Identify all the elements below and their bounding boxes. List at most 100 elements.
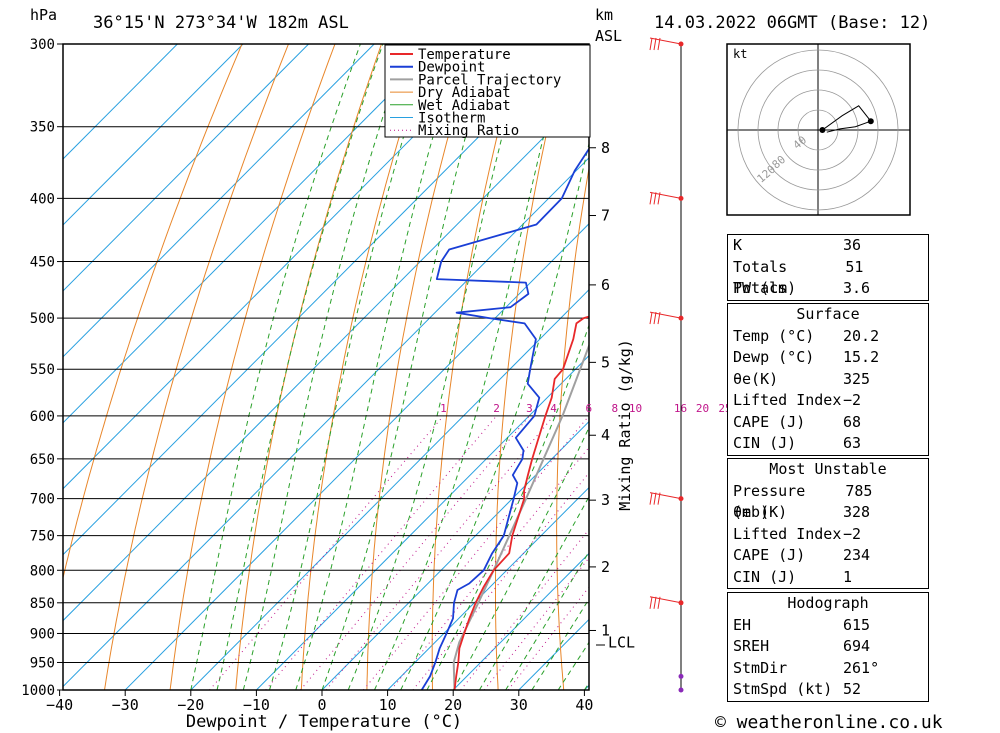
wet-adiabat-line <box>295 44 461 690</box>
x-tick-label: −10 <box>243 696 270 714</box>
isotherm-line <box>63 44 178 160</box>
barb-dot <box>678 687 684 693</box>
surface-panel: Surface Temp (°C) 20.2 Dewp (°C) 15.2 θe(K… <box>727 303 929 456</box>
km-label: 6 <box>601 276 610 294</box>
hodo-row: StmDir 261° <box>733 658 880 677</box>
most-unstable-title: Most Unstable <box>769 460 887 478</box>
x-tick-label: 10 <box>379 696 397 714</box>
isotherm-line <box>63 44 572 556</box>
mixing-ratio-label: 8 <box>612 402 619 415</box>
datetime-title: 14.03.2022 06GMT (Base: 12) <box>654 13 930 33</box>
hodograph-ring <box>757 69 879 191</box>
mu-row: CAPE (J) 234 <box>733 546 871 564</box>
indices-top-panel: K 36 Totals Totals 51 PW (cm) 3.6 <box>727 234 929 301</box>
hodograph-ring <box>737 49 899 211</box>
km-label: 7 <box>601 207 610 225</box>
pressure-label: 1000 <box>21 683 55 699</box>
legend-label: Wet Adiabat <box>418 98 511 114</box>
x-tick-label: 0 <box>317 696 326 714</box>
x-tick-label: −30 <box>112 696 139 714</box>
mixing-ratio-label: 20 <box>696 402 709 415</box>
index-row-pw: PW (cm) 3.6 <box>733 279 871 297</box>
pressure-label: 500 <box>30 311 55 327</box>
index-row-totals: Totals Totals 51 <box>733 257 864 298</box>
wet-adiabat-line <box>347 44 528 690</box>
index-row-k: K 36 <box>733 236 862 254</box>
pressure-label: 300 <box>30 37 55 53</box>
hodograph-point <box>819 127 826 133</box>
x-tick-label: 20 <box>444 696 462 714</box>
x-tick-label: −20 <box>177 696 204 714</box>
wind-barb-flag <box>653 596 657 609</box>
legend-label: Isotherm <box>418 111 485 127</box>
lcl-label: LCL <box>608 633 635 651</box>
isotherm-line <box>63 44 375 358</box>
mu-row: CIN (J) 1 <box>733 567 853 586</box>
hodo-row: SREH 694 <box>733 637 871 655</box>
wind-barb-flag <box>657 37 661 51</box>
mixing-ratio-line <box>390 446 589 690</box>
dry-adiabat-line <box>937 44 1000 690</box>
isotherm-line <box>387 486 589 690</box>
pressure-label: 450 <box>30 255 55 271</box>
dewpoint-line <box>420 53 589 690</box>
mixing-ratio-label: 3 <box>526 402 533 415</box>
isotherm-line <box>63 44 441 424</box>
mixing-ratio-label: 10 <box>629 402 642 415</box>
km-label: 1 <box>601 621 610 639</box>
legend-label: Dry Adiabat <box>418 85 511 101</box>
hodo-row: StmSpd (kt) 52 <box>733 680 862 698</box>
mixing-ratio-label: 6 <box>586 402 593 415</box>
legend-label: Mixing Ratio <box>418 123 519 139</box>
x-axis-title: Dewpoint / Temperature (°C) <box>186 712 462 732</box>
isotherm-line <box>256 354 589 690</box>
hodograph-unit: kt <box>733 47 747 61</box>
pressure-label: 950 <box>30 655 55 671</box>
isotherm-line <box>321 420 589 690</box>
wind-barb-flag <box>649 37 653 51</box>
dry-adiabat-line <box>985 44 1000 690</box>
pressure-label: 700 <box>30 492 55 508</box>
hodograph-ring <box>797 109 839 151</box>
km-label: 8 <box>601 139 610 157</box>
unit-km: km <box>595 6 613 24</box>
hodo-row: EH 615 <box>733 615 871 634</box>
isotherm-line <box>63 44 309 292</box>
x-tick-label: 30 <box>510 696 528 714</box>
dry-adiabat-line <box>431 44 522 690</box>
hodograph-point <box>867 118 874 125</box>
mixing-ratio-line <box>209 415 444 690</box>
temperature-line <box>453 315 589 690</box>
mu-row: θe (K) 328 <box>733 503 871 521</box>
location-title: 36°15'N 273°34'W 182m ASL <box>93 13 349 33</box>
dry-adiabat-line <box>673 44 707 690</box>
wind-barb <box>649 191 682 199</box>
isotherm-line <box>63 91 589 622</box>
wind-barb-flag <box>653 37 657 51</box>
wind-barb-flag <box>657 192 661 205</box>
legend-label: Temperature <box>418 47 511 63</box>
wet-adiabat-line <box>478 495 589 690</box>
wind-barb-flag <box>649 596 653 609</box>
wind-barb-flag <box>653 192 657 205</box>
mu-row: Pressure (mb) 785 <box>733 481 873 522</box>
mixing-ratio-label: 2 <box>493 402 500 415</box>
wind-barb-flag <box>653 492 657 505</box>
surface-row: Dewp (°C) 15.2 <box>733 348 880 366</box>
mixing-ratio-label: 16 <box>674 402 687 415</box>
most-unstable-panel: Most Unstable Pressure (mb) 785 θe (K) 328… <box>727 458 929 589</box>
pressure-label: 400 <box>30 191 55 207</box>
mu-row: Lifted Index −2 <box>733 524 862 543</box>
wet-adiabat-line <box>321 44 493 690</box>
pressure-label: 900 <box>30 626 55 642</box>
km-label: 3 <box>601 491 610 509</box>
isotherm-line <box>63 44 506 490</box>
wet-adiabat-line <box>374 44 568 690</box>
pressure-label: 600 <box>30 409 55 425</box>
pressure-label: 800 <box>30 563 55 579</box>
mixing-ratio-line <box>483 557 589 690</box>
x-tick-label: 40 <box>575 696 593 714</box>
wind-barb <box>649 492 682 500</box>
pressure-label: 550 <box>30 362 55 378</box>
